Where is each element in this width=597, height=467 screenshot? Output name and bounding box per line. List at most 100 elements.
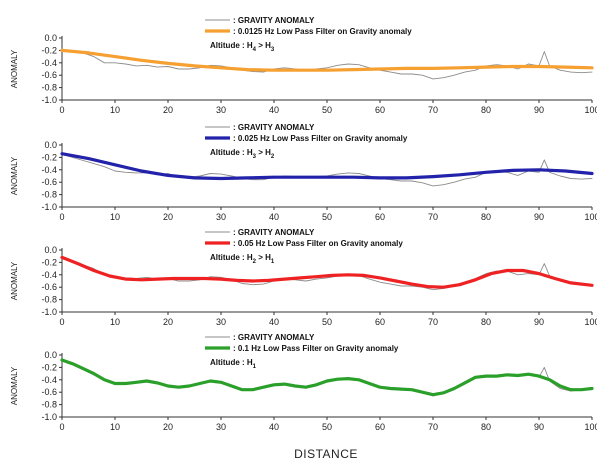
y-tick-label: -0.4 (41, 165, 57, 175)
x-tick-label: 30 (216, 422, 226, 432)
x-tick-label: 70 (428, 422, 438, 432)
y-tick-label: -1.0 (41, 307, 57, 317)
x-tick-label: 0 (59, 317, 64, 327)
series-line-gravity-anomaly (61, 48, 593, 80)
x-tick-label: 60 (375, 212, 385, 222)
chart-panels: 0.0-0.2-0.4-0.6-0.8-1.00 10 20 30 40 50 60 70 80… (10, 16, 597, 432)
legend: : GRAVITY ANOMALY : 0.025 Hz Low Pass Fil… (205, 123, 408, 160)
x-tick-label: 90 (534, 422, 544, 432)
series-line-gravity-anomaly (61, 256, 593, 291)
x-tick-label: 10 (110, 422, 120, 432)
chart-panel-2: 0.0 -0.2 -0.4 -0.6 -0.8 -1.00 10 20 30 40 50 60 70 80… (10, 123, 597, 222)
chart-panel-4: 0.0 -0.2 -0.4 -0.6 -0.8 -1.00 10 20 30 40 50 60 70 80… (10, 333, 597, 432)
x-axis-label: DISTANCE (294, 447, 358, 461)
x-tick-label: 60 (375, 317, 385, 327)
y-tick-label: -0.2 (41, 362, 57, 372)
y-tick-label: -0.6 (41, 282, 57, 292)
legend: : GRAVITY ANOMALY : 0.0125 Hz Low Pass Fi… (205, 16, 412, 53)
x-tick-label: 10 (110, 105, 120, 115)
y-tick-label: 0.0 (44, 350, 57, 360)
y-tick-label: -1.0 (41, 95, 57, 105)
x-tick-label: 20 (163, 105, 173, 115)
y-tick-label: -0.8 (41, 83, 57, 93)
legend: : GRAVITY ANOMALY : 0.05 Hz Low Pass Filt… (205, 228, 403, 265)
series-line-gravity-anomaly (61, 360, 593, 397)
x-tick-label: 70 (428, 317, 438, 327)
legend-entry: : 0.025 Hz Low Pass Filter on Gravity an… (233, 134, 408, 143)
x-tick-label: 50 (322, 212, 332, 222)
x-tick-label: 80 (481, 317, 491, 327)
x-tick-label: 50 (322, 422, 332, 432)
x-tick-label: 40 (269, 105, 279, 115)
x-tick-label: 20 (163, 212, 173, 222)
x-tick-label: 100 (584, 105, 597, 115)
x-tick-label: 30 (216, 105, 226, 115)
x-tick-label: 90 (534, 317, 544, 327)
y-axis-label: ANOMALY (10, 156, 19, 195)
legend-entry: : 0.05 Hz Low Pass Filter on Gravity ano… (233, 239, 403, 248)
x-tick-label: 20 (163, 422, 173, 432)
legend-altitude: Altitude : H1 (210, 358, 257, 370)
legend: : GRAVITY ANOMALY : 0.1 Hz Low Pass Filte… (205, 333, 399, 370)
series-line-low-pass-filter (60, 255, 594, 289)
y-axis-label: ANOMALY (10, 366, 19, 405)
x-tick-label: 30 (216, 212, 226, 222)
legend-entry: : GRAVITY ANOMALY (233, 228, 315, 237)
x-tick-label: 80 (481, 212, 491, 222)
chart-panel-1: 0.0 -0.2 -0.4 -0.6 -0.8 -1.00 10 20 30 40 50 60 70 80… (10, 16, 597, 115)
legend-entry: : 0.1 Hz Low Pass Filter on Gravity anom… (233, 344, 399, 353)
y-tick-label: -0.8 (41, 190, 57, 200)
x-tick-label: 60 (375, 105, 385, 115)
x-tick-label: 0 (59, 422, 64, 432)
x-tick-label: 70 (428, 105, 438, 115)
y-tick-label: 0.0 (44, 140, 57, 150)
chart-panel-3: 0.0 -0.2 -0.4 -0.6 -0.8 -1.00 10 20 30 40 50 60 70 80… (10, 228, 597, 327)
y-axis-label: ANOMALY (10, 261, 19, 300)
series-line-low-pass-filter (60, 48, 594, 72)
x-tick-label: 40 (269, 317, 279, 327)
x-tick-label: 30 (216, 317, 226, 327)
y-tick-label: -0.6 (41, 387, 57, 397)
series-line-low-pass-filter (60, 152, 594, 181)
legend-entry: : GRAVITY ANOMALY (233, 333, 315, 342)
x-tick-label: 90 (534, 105, 544, 115)
x-tick-label: 80 (481, 422, 491, 432)
y-tick-label: -0.2 (41, 257, 57, 267)
y-tick-label: -1.0 (41, 412, 57, 422)
y-tick-label: -0.8 (41, 400, 57, 410)
x-tick-label: 50 (322, 105, 332, 115)
x-tick-label: 20 (163, 317, 173, 327)
x-tick-label: 0 (59, 105, 64, 115)
x-tick-label: 0 (59, 212, 64, 222)
y-tick-label: -0.4 (41, 270, 57, 280)
x-tick-label: 10 (110, 317, 120, 327)
legend-entry: : 0.0125 Hz Low Pass Filter on Gravity a… (233, 27, 412, 36)
y-tick-label: -0.4 (41, 375, 57, 385)
y-tick-label: -0.2 (41, 152, 57, 162)
legend-altitude: Altitude : H4 > H3 (210, 41, 275, 53)
y-tick-label: -0.8 (41, 295, 57, 305)
x-tick-label: 90 (534, 212, 544, 222)
x-tick-label: 70 (428, 212, 438, 222)
y-tick-label: 0.0 (44, 245, 57, 255)
x-tick-label: 40 (269, 422, 279, 432)
y-tick-label: -1.0 (41, 202, 57, 212)
legend-entry: : GRAVITY ANOMALY (233, 16, 315, 25)
x-tick-label: 40 (269, 212, 279, 222)
x-tick-label: 100 (584, 422, 597, 432)
y-tick-label: -0.6 (41, 70, 57, 80)
y-tick-label: -0.6 (41, 177, 57, 187)
x-tick-label: 10 (110, 212, 120, 222)
legend-entry: : GRAVITY ANOMALY (233, 123, 315, 132)
y-axis-label: ANOMALY (10, 49, 19, 88)
y-tick-label: -0.4 (41, 58, 57, 68)
x-tick-label: 50 (322, 317, 332, 327)
legend-altitude: Altitude : H2 > H1 (210, 253, 275, 265)
series-line-low-pass-filter (60, 358, 594, 397)
y-tick-label: 0.0 (44, 33, 57, 43)
x-tick-label: 80 (481, 105, 491, 115)
y-tick-label: -0.2 (41, 45, 57, 55)
legend-altitude: Altitude : H3 > H2 (210, 148, 275, 160)
x-tick-label: 60 (375, 422, 385, 432)
